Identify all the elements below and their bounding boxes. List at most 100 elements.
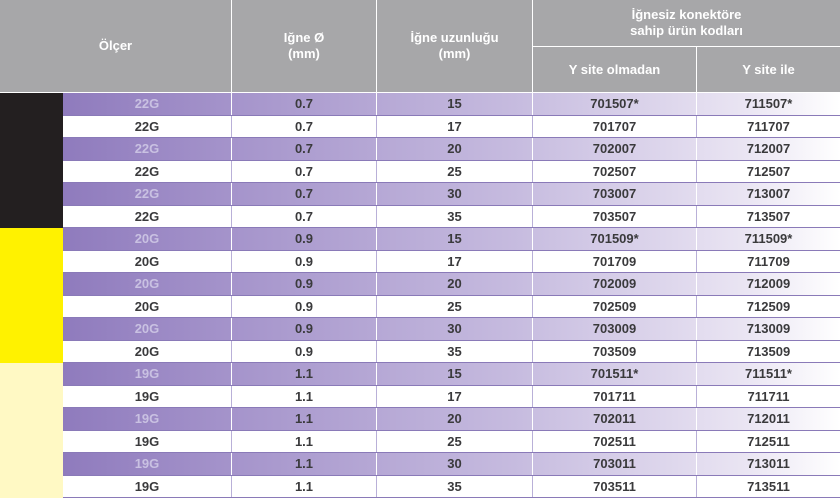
- code-without-ysite-cell: 701707: [592, 118, 637, 134]
- table-row: 20G 0.9 17 701709 711709: [63, 250, 840, 273]
- header-y-site-olmadan: Y site olmadan: [533, 47, 696, 92]
- column-divider: [696, 183, 697, 205]
- row-divider: [63, 227, 840, 228]
- length-cell: 25: [447, 298, 462, 314]
- gauge-cell: 22G: [134, 186, 160, 201]
- gauge-cell: 22G: [134, 141, 160, 156]
- code-without-ysite-cell: 701509*: [590, 231, 639, 246]
- row-divider: [63, 362, 840, 363]
- column-divider: [231, 430, 232, 453]
- row-divider: [63, 249, 840, 251]
- length-cell: 15: [447, 231, 462, 246]
- header-y-site-ile: Y site ile: [697, 47, 840, 92]
- header-divider: [376, 0, 377, 92]
- column-divider: [376, 475, 377, 498]
- gauge-cell: 22G: [134, 208, 160, 224]
- table-row: 19G 1.1 17 701711 711711: [63, 385, 840, 408]
- gauge-cell: 19G: [134, 411, 160, 426]
- column-divider: [532, 205, 533, 228]
- column-divider: [231, 273, 232, 295]
- table-row: 19G 1.1 30 703011 713011: [63, 453, 840, 475]
- column-divider: [532, 250, 533, 273]
- column-divider: [376, 228, 377, 250]
- table-row: 20G 0.9 35 703509 713509: [63, 340, 840, 363]
- row-divider: [63, 474, 840, 476]
- column-divider: [376, 160, 377, 183]
- table-row: 20G 0.9 20 702009 712009: [63, 273, 840, 295]
- length-cell: 30: [447, 321, 462, 336]
- column-divider: [376, 205, 377, 228]
- code-without-ysite-cell: 701709: [592, 253, 637, 269]
- column-divider: [376, 183, 377, 205]
- code-with-ysite-cell: 711511*: [744, 366, 792, 381]
- table-row: 19G 1.1 20 702011 712011: [63, 408, 840, 430]
- header-igne-uzunlugu: İğne uzunluğu (mm): [377, 0, 532, 92]
- code-with-ysite-cell: 712007: [746, 141, 791, 156]
- column-divider: [532, 295, 533, 318]
- column-divider: [696, 430, 697, 453]
- row-divider: [63, 429, 840, 431]
- column-divider: [376, 318, 377, 340]
- code-with-ysite-cell: 712509: [746, 298, 791, 314]
- row-divider: [63, 384, 840, 386]
- code-without-ysite-cell: 701507*: [590, 96, 639, 111]
- diameter-cell: 1.1: [294, 411, 314, 426]
- column-divider: [696, 138, 697, 160]
- gauge-color-swatch: [0, 363, 63, 498]
- gauge-color-swatch: [0, 228, 63, 363]
- column-divider: [231, 453, 232, 475]
- column-divider: [532, 385, 533, 408]
- code-without-ysite-cell: 703009: [592, 321, 637, 336]
- column-divider: [376, 273, 377, 295]
- gauge-cell: 19G: [134, 366, 160, 381]
- row-divider: [63, 317, 840, 318]
- diameter-cell: 1.1: [294, 456, 314, 471]
- row-divider: [63, 182, 840, 183]
- diameter-cell: 0.7: [294, 96, 314, 111]
- code-with-ysite-cell: 713009: [746, 321, 791, 336]
- code-with-ysite-cell: 712011: [747, 411, 790, 426]
- column-divider: [231, 408, 232, 430]
- code-without-ysite-cell: 701511*: [590, 366, 639, 381]
- header-konektor-group: İğnesiz konektöre sahip ürün kodları: [533, 0, 840, 46]
- column-divider: [231, 138, 232, 160]
- code-without-ysite-cell: 702509: [592, 298, 637, 314]
- diameter-cell: 0.7: [294, 208, 314, 224]
- table-row: 19G 1.1 25 702511 712511: [63, 430, 840, 453]
- header-igne-cap: Iğne Ø (mm): [232, 0, 376, 92]
- column-divider: [532, 93, 533, 115]
- row-divider: [63, 137, 840, 138]
- table-row: 20G 0.9 15 701509* 711509*: [63, 228, 840, 250]
- column-divider: [696, 205, 697, 228]
- gauge-cell: 19G: [134, 388, 160, 404]
- length-cell: 15: [447, 366, 462, 381]
- code-without-ysite-cell: 702007: [592, 141, 637, 156]
- header-divider: [696, 47, 697, 92]
- column-divider: [376, 430, 377, 453]
- diameter-cell: 0.9: [294, 321, 314, 336]
- column-divider: [376, 385, 377, 408]
- column-divider: [231, 318, 232, 340]
- column-divider: [231, 363, 232, 385]
- code-with-ysite-cell: 711711: [747, 388, 790, 404]
- diameter-cell: 1.1: [294, 433, 314, 449]
- diameter-cell: 0.7: [294, 141, 314, 156]
- column-divider: [696, 160, 697, 183]
- column-divider: [696, 228, 697, 250]
- column-divider: [532, 340, 533, 363]
- column-divider: [696, 475, 697, 498]
- column-divider: [376, 295, 377, 318]
- code-with-ysite-cell: 713511: [747, 478, 790, 494]
- length-cell: 25: [447, 433, 462, 449]
- diameter-cell: 1.1: [294, 366, 314, 381]
- length-cell: 20: [447, 141, 462, 156]
- column-divider: [231, 250, 232, 273]
- code-with-ysite-cell: 713507: [746, 208, 791, 224]
- column-divider: [231, 115, 232, 138]
- column-divider: [376, 340, 377, 363]
- code-with-ysite-cell: 713011: [747, 456, 790, 471]
- gauge-cell: 22G: [134, 118, 160, 134]
- code-with-ysite-cell: 713509: [746, 343, 791, 359]
- column-divider: [231, 340, 232, 363]
- length-cell: 35: [447, 478, 462, 494]
